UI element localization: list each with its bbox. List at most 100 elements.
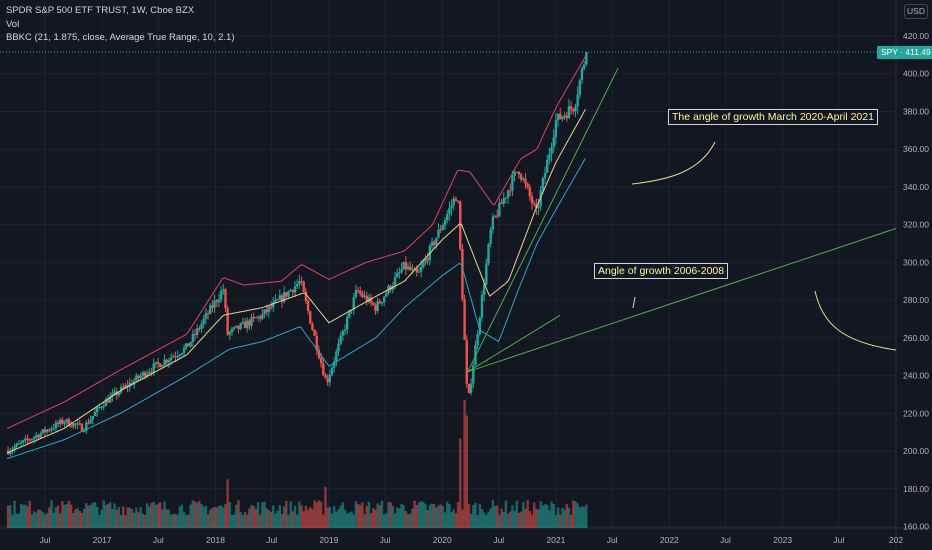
candle-body (228, 332, 231, 335)
volume-bar (252, 505, 255, 528)
volume-bar (330, 513, 334, 528)
candle-body (19, 442, 23, 444)
indicator-legend[interactable]: BBKC (21, 1.875, close, Average True Ran… (6, 32, 235, 43)
candle-body (465, 340, 468, 384)
candle-body (513, 171, 516, 177)
candle-body (267, 306, 271, 313)
candle-body (500, 202, 503, 204)
volume-bar (193, 501, 197, 528)
candle-body (265, 309, 268, 313)
volume-bar (217, 506, 221, 528)
volume-bar (243, 511, 247, 528)
price-tick-label: 340.00 (903, 182, 929, 192)
candle-body (182, 347, 186, 354)
candle-body (291, 290, 295, 293)
candle-body (424, 258, 427, 263)
volume-bar (463, 400, 466, 528)
candle-body (559, 113, 562, 120)
volume-bar (537, 509, 540, 528)
candle-body (259, 316, 262, 319)
volume-bar (72, 512, 75, 528)
candle-body (389, 285, 392, 290)
candle-body (324, 375, 327, 379)
annotation-growth-2020-2021[interactable]: The angle of growth March 2020-April 202… (668, 109, 878, 125)
candle-body (293, 286, 297, 293)
candle-body (306, 300, 310, 312)
volume-bar (350, 511, 353, 528)
candle-body (48, 429, 51, 431)
volume-bar (102, 500, 105, 528)
volume-bar (369, 513, 373, 528)
candle-body (98, 406, 101, 408)
volume-bar (224, 504, 227, 528)
volume-bar (561, 507, 564, 528)
candle-body (174, 356, 177, 358)
volume-bar (280, 513, 284, 528)
volume-bar (504, 500, 508, 528)
candle-body (580, 68, 584, 81)
volume-bar (117, 506, 121, 528)
price-tick-label: 200.00 (903, 446, 929, 456)
volume-bar (580, 506, 584, 528)
volume-bar (341, 502, 345, 528)
volume-bar (419, 501, 423, 528)
candle-body (409, 266, 412, 270)
annotation-growth-2006-2008[interactable]: Angle of growth 2006-2008 (594, 263, 729, 279)
volume-bar (152, 502, 155, 528)
candle-body (56, 422, 60, 425)
currency-button[interactable]: USD (904, 4, 928, 19)
volume-bar (213, 507, 216, 528)
volume-bar (324, 487, 327, 528)
candle-body (489, 229, 492, 245)
candle-body (382, 296, 386, 302)
candle-body (356, 289, 360, 292)
candle-body (209, 305, 212, 314)
volume-bar (287, 514, 290, 528)
candle-body (130, 382, 134, 385)
candle-body (39, 433, 42, 438)
volume-bar (222, 507, 225, 528)
volume-bar (559, 514, 562, 528)
candle-body (348, 310, 351, 318)
volume-bar (48, 507, 51, 528)
volume-bar (135, 507, 138, 528)
volume-bar (17, 513, 21, 528)
candle-body (374, 304, 377, 311)
volume-bar (100, 509, 103, 528)
volume-bar (546, 504, 549, 528)
volume-bar (54, 507, 58, 528)
candle-body (137, 375, 140, 378)
candle-body (332, 361, 336, 368)
curve-drawing (632, 296, 636, 309)
volume-bar (348, 512, 351, 528)
candle-body (254, 317, 258, 319)
candle-body (180, 353, 184, 355)
candle-body (222, 289, 225, 291)
volume-bar (95, 506, 99, 528)
candle-body (376, 301, 379, 311)
volume-bar (63, 504, 66, 528)
candle-body (280, 295, 284, 302)
candle-body (152, 363, 155, 372)
candle-body (515, 171, 518, 173)
candle-body (141, 372, 145, 376)
volume-bar (319, 501, 323, 528)
volume-bar (45, 512, 49, 528)
candle-body (145, 373, 149, 377)
candle-body (54, 422, 58, 429)
candle-body (441, 225, 445, 230)
volume-bar (78, 510, 81, 528)
candle-body (493, 215, 497, 217)
volume-bar (482, 512, 486, 528)
candle-body (256, 316, 260, 318)
candle-body (148, 371, 151, 374)
candle-body (541, 177, 545, 191)
volume-bar (522, 502, 525, 528)
volume-bar (59, 513, 62, 528)
trend-line (467, 314, 561, 373)
candle-body (195, 328, 199, 335)
time-tick-label: 2023 (773, 535, 792, 545)
candle-body (72, 423, 75, 427)
candle-body (443, 220, 447, 226)
